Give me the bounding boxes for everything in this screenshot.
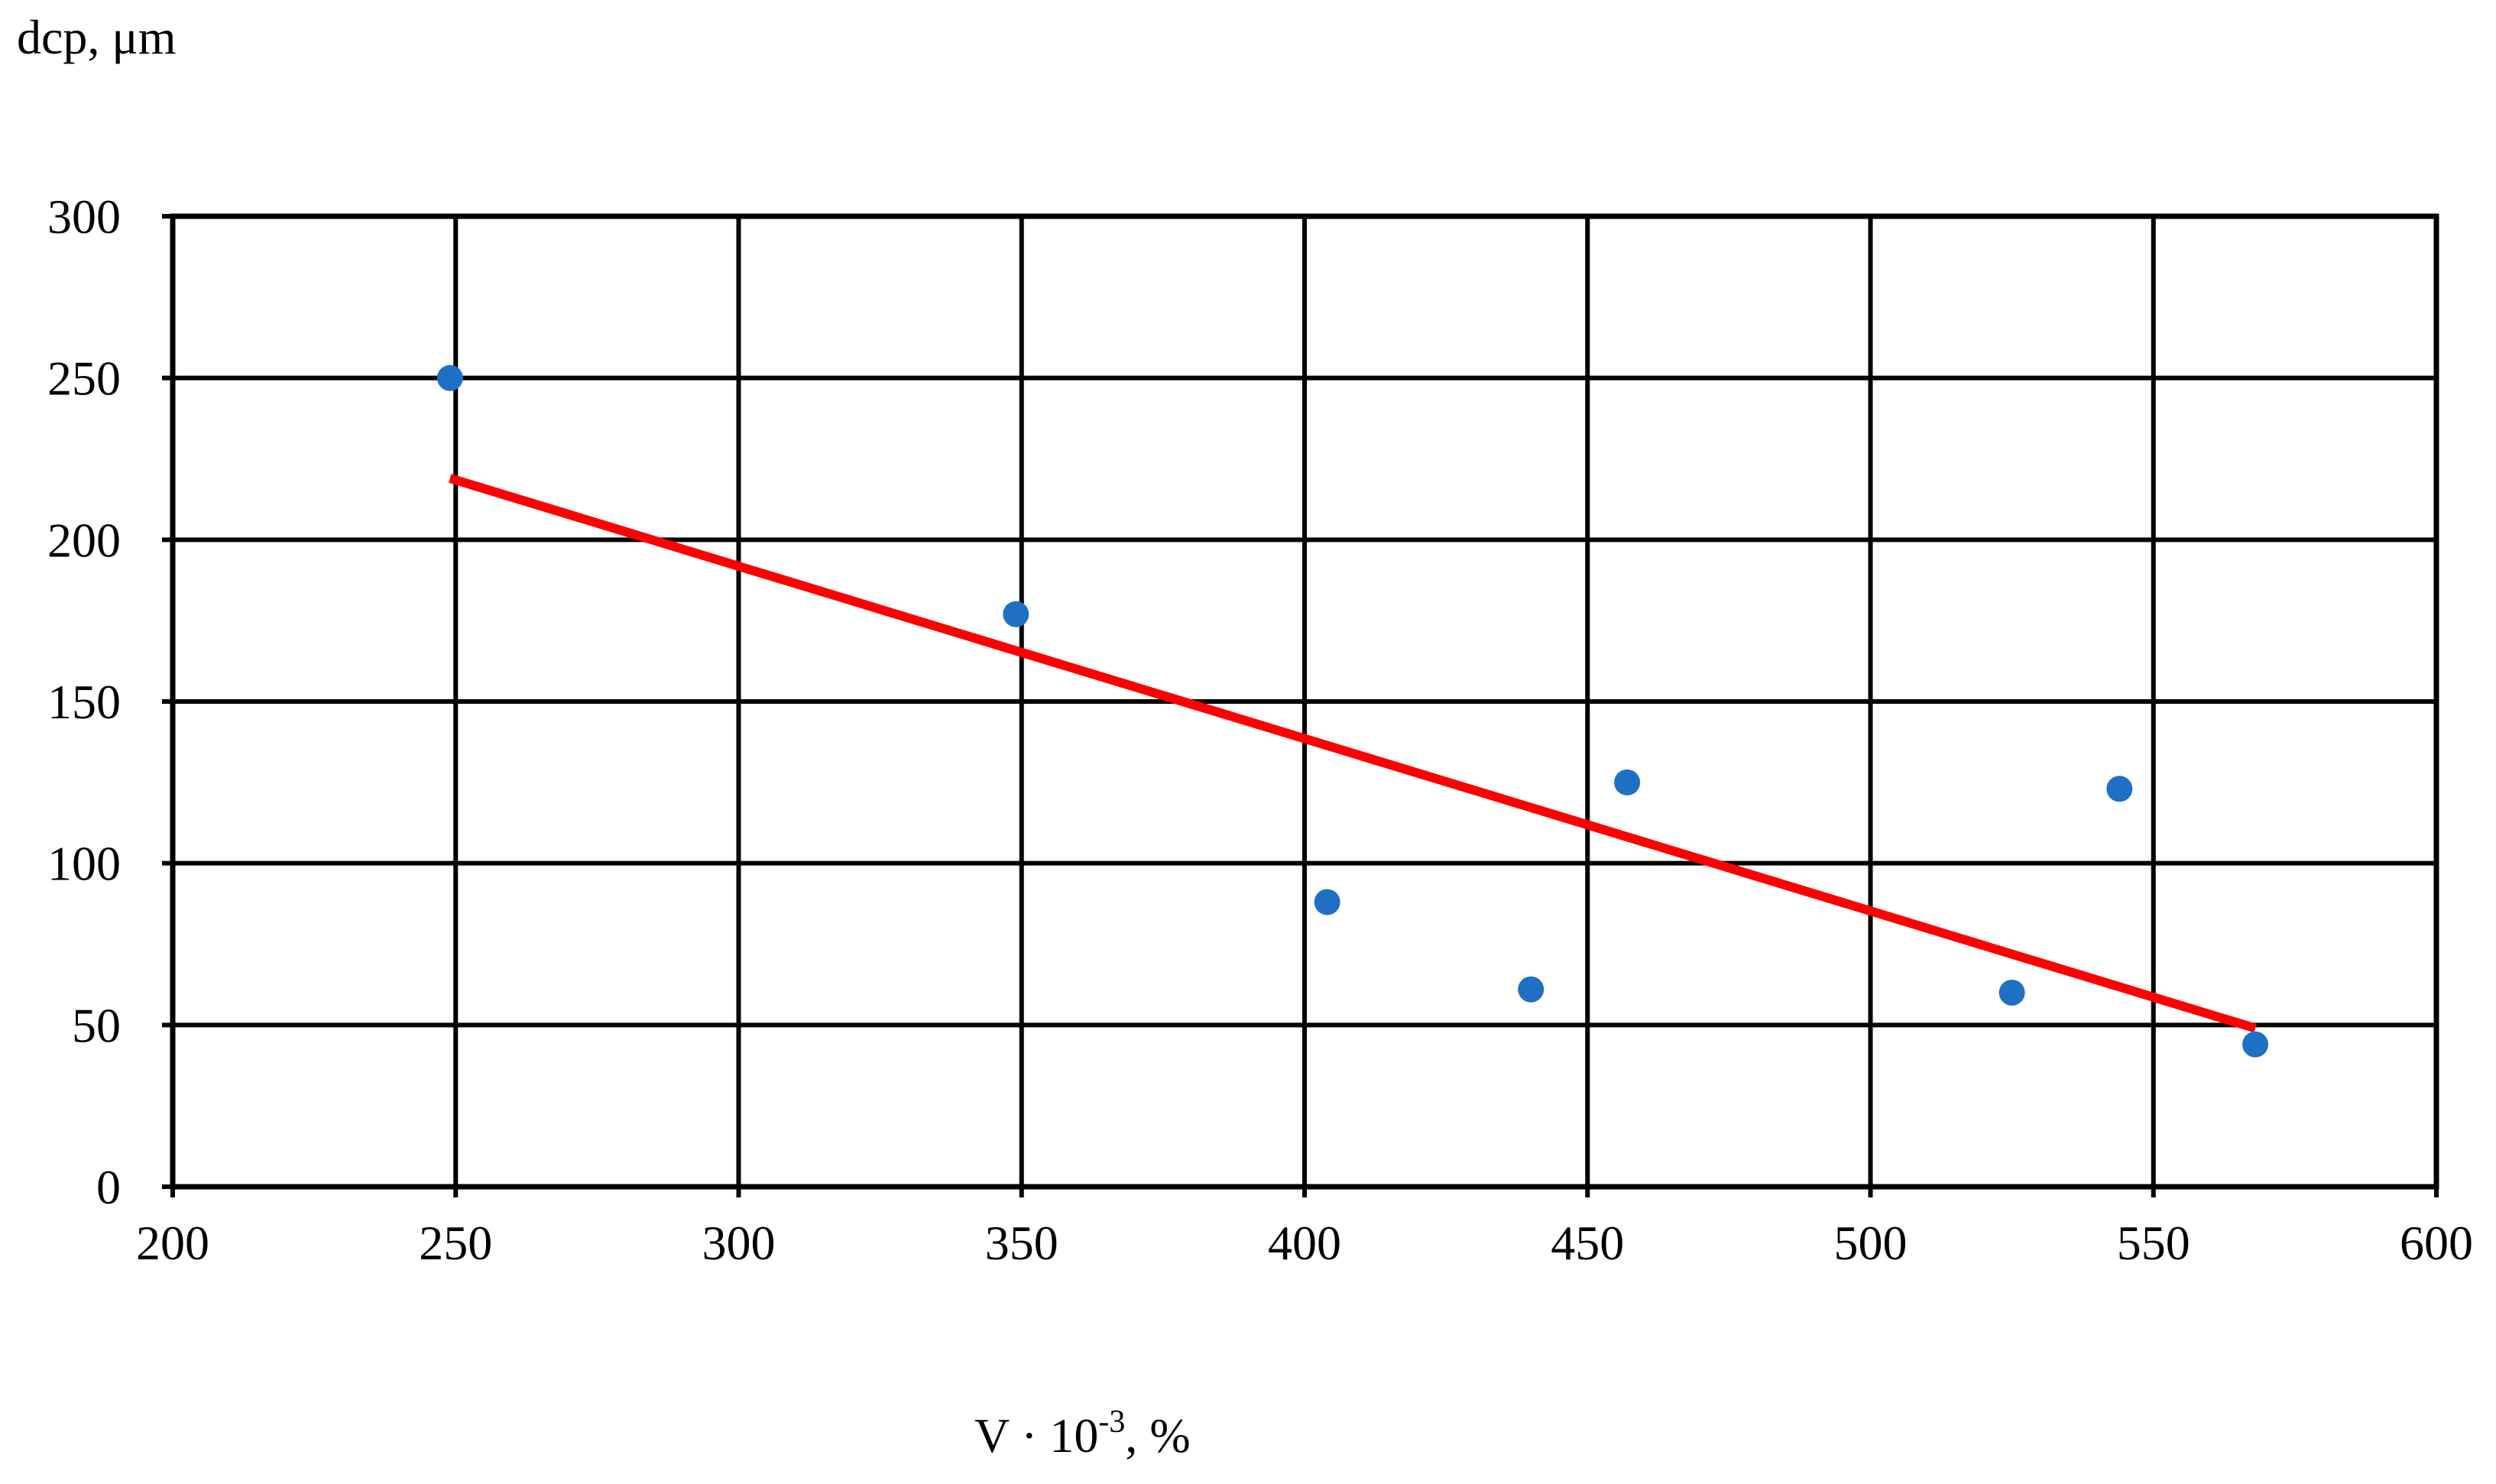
data-points [436, 365, 2269, 1058]
y-axis-title: dср, μm [17, 10, 177, 64]
x-axis-tick-labels: 200 250 300 350 400 450 500 550 600 [136, 1216, 2473, 1270]
trendline-layer [449, 474, 2257, 1033]
x-axis-title-main: V · 10 [974, 1408, 1098, 1463]
data-point [1314, 889, 1340, 915]
data-point [2106, 776, 2133, 802]
trendline [449, 474, 2257, 1033]
x-tick-label: 200 [136, 1216, 209, 1270]
x-axis-title-suffix: , % [1125, 1408, 1190, 1463]
y-axis-tick-labels: 0 50 100 150 200 250 300 [47, 190, 121, 1214]
x-tick-label: 250 [419, 1216, 492, 1270]
y-tick-label: 50 [72, 998, 121, 1052]
x-axis-title-superscript: -3 [1098, 1405, 1125, 1440]
x-tick-label: 400 [1268, 1216, 1341, 1270]
data-point [436, 365, 463, 391]
x-tick-label: 350 [985, 1216, 1058, 1270]
y-tick-label: 100 [47, 837, 121, 891]
data-point [1998, 980, 2025, 1006]
y-tick-label: 300 [47, 190, 121, 244]
y-tick-label: 0 [96, 1160, 121, 1214]
grid [162, 214, 2439, 1197]
data-point [1003, 601, 1029, 627]
y-tick-label: 250 [47, 352, 121, 406]
data-point [1518, 976, 1545, 1003]
plot-frame [170, 213, 2439, 1190]
x-tick-label: 300 [702, 1216, 776, 1270]
y-tick-label: 200 [47, 513, 121, 567]
data-point [1614, 769, 1641, 795]
x-tick-label: 600 [2400, 1216, 2473, 1270]
x-tick-label: 550 [2117, 1216, 2190, 1270]
x-tick-label: 450 [1551, 1216, 1624, 1270]
y-tick-label: 150 [47, 675, 121, 729]
data-point [2242, 1031, 2269, 1058]
x-tick-label: 500 [1834, 1216, 1908, 1270]
x-axis-title: V · 10-3, % [974, 1405, 1191, 1463]
